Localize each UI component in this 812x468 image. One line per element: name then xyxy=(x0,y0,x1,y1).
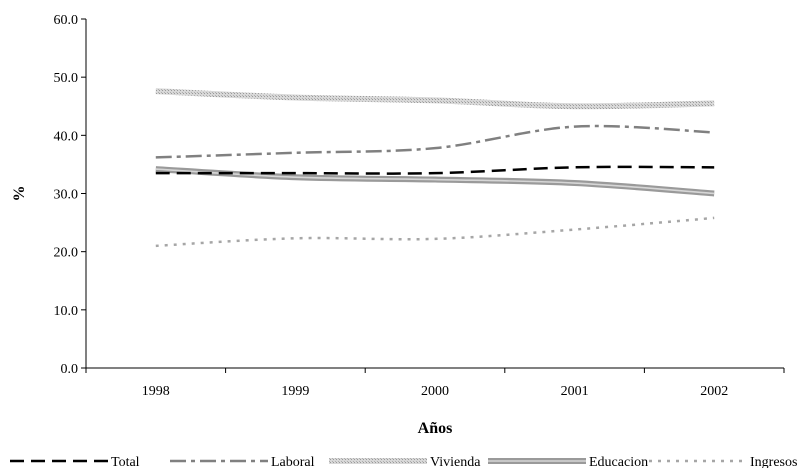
legend-item-educacion: Educacion xyxy=(488,455,648,468)
y-axis-title: % xyxy=(11,186,28,202)
series-line-ingresos xyxy=(155,216,715,248)
y-tick-label: 40.0 xyxy=(54,129,79,144)
legend: Total Laboral Vivienda Educacion Ingresos xyxy=(10,455,797,468)
series-line-laboral xyxy=(155,124,715,159)
series-line-total xyxy=(155,165,715,175)
x-axis-title: Años xyxy=(418,420,453,437)
x-tick-label: 2002 xyxy=(700,384,728,399)
legend-label: Ingresos xyxy=(750,455,797,468)
legend-item-total: Total xyxy=(10,455,140,468)
legend-item-laboral: Laboral xyxy=(170,455,315,468)
legend-item-vivienda: Vivienda xyxy=(329,455,481,468)
legend-label: Total xyxy=(111,455,140,468)
y-tick-label: 10.0 xyxy=(54,304,79,319)
x-tick-label: 1999 xyxy=(281,384,309,399)
axes: 0.0 10.0 20.0 30.0 40.0 50.0 60.0 1998 1999 2000 2… xyxy=(54,13,785,399)
legend-label: Educacion xyxy=(589,455,648,468)
x-tick-label: 2001 xyxy=(561,384,589,399)
legend-label: Vivienda xyxy=(430,455,481,468)
series-points-laboral xyxy=(156,127,714,158)
y-tick-label: 0.0 xyxy=(61,362,79,377)
x-tick-label: 2000 xyxy=(421,384,449,399)
y-tick-label: 50.0 xyxy=(54,71,79,86)
series-line-educacion xyxy=(155,166,715,197)
y-tick-label: 60.0 xyxy=(54,13,79,28)
y-tick-label: 20.0 xyxy=(54,246,79,261)
series-line-vivienda xyxy=(155,88,715,110)
legend-label: Laboral xyxy=(271,455,315,468)
y-tick-label: 30.0 xyxy=(54,188,79,203)
series-layer xyxy=(155,88,715,248)
x-tick-label: 1998 xyxy=(142,384,170,399)
legend-item-ingresos: Ingresos xyxy=(649,455,797,468)
